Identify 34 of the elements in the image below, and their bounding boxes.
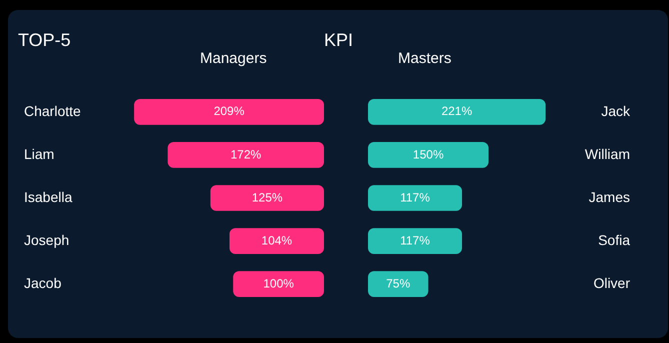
bar	[210, 185, 324, 211]
bar	[368, 142, 489, 168]
data-label: 125%	[252, 190, 283, 204]
y-tick-label: Jack	[601, 102, 631, 119]
y-tick-label: William	[584, 146, 630, 162]
bar	[368, 185, 462, 211]
data-label: 117%	[400, 190, 430, 204]
bar	[368, 271, 428, 297]
data-label: 150%	[412, 147, 444, 162]
text: KPI	[324, 30, 354, 51]
text: TOP-5	[18, 30, 71, 51]
bar	[233, 271, 324, 297]
y-tick-label: Joseph	[24, 232, 70, 248]
y-tick-label: James	[588, 188, 630, 205]
bar	[368, 228, 462, 254]
chart-title: Masters	[398, 50, 452, 67]
data-label: 172%	[230, 147, 262, 162]
bar	[168, 142, 324, 168]
y-tick-label: Oliver	[593, 274, 630, 291]
y-tick-label: Sofia	[598, 232, 630, 248]
y-tick-label: Isabella	[24, 188, 72, 205]
chart-title: Managers	[200, 50, 267, 67]
y-tick-label: Charlotte	[24, 102, 82, 119]
bar	[134, 99, 324, 125]
data-label: 75%	[386, 276, 410, 290]
data-label: 209%	[214, 104, 245, 118]
data-label: 104%	[261, 233, 292, 248]
data-label: 117%	[400, 233, 430, 248]
bar	[229, 228, 324, 254]
y-tick-label: Liam	[24, 146, 54, 162]
data-label: 100%	[263, 276, 294, 290]
data-label: 221%	[441, 104, 472, 118]
y-tick-label: Jacob	[24, 274, 62, 291]
bar	[368, 99, 546, 125]
